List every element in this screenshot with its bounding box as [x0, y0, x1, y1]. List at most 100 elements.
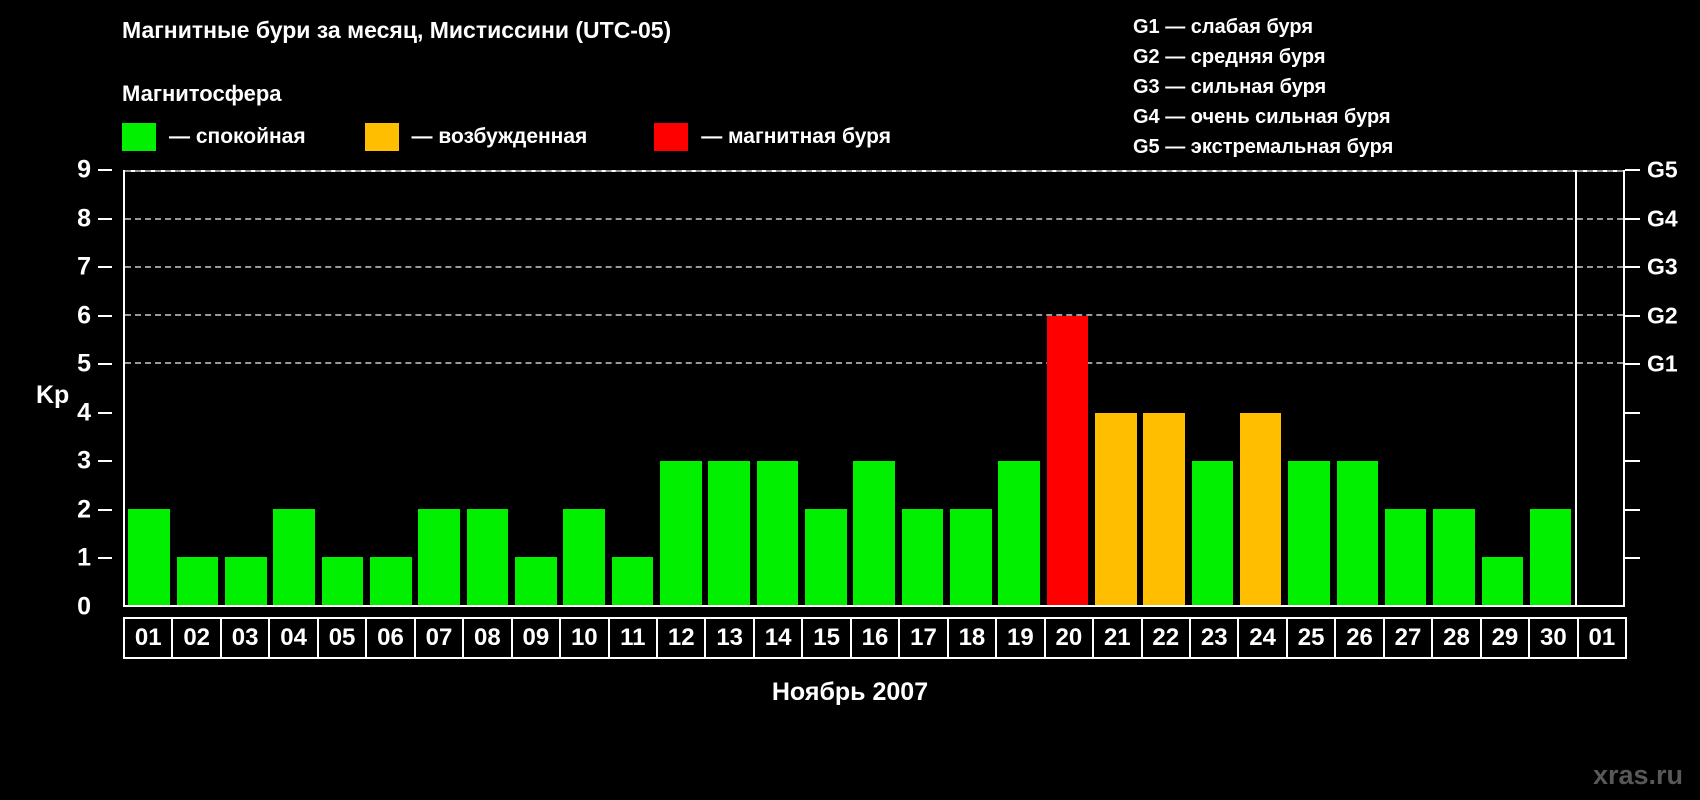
month-end-separator	[1574, 172, 1577, 605]
y-tick-label-1: 1	[77, 543, 91, 572]
bar-day-03-kp-1[interactable]	[225, 556, 267, 605]
bar-slot-day-26[interactable]	[1333, 172, 1381, 605]
bar-day-18-kp-2[interactable]	[949, 508, 992, 605]
bar-slot-day-16[interactable]	[850, 172, 898, 605]
bar-slot-day-28[interactable]	[1430, 172, 1478, 605]
bar-slot-day-03[interactable]	[222, 172, 270, 605]
bar-slot-day-17[interactable]	[898, 172, 946, 605]
bar-day-22-kp-4[interactable]	[1143, 412, 1185, 605]
bar-slot-day-11[interactable]	[608, 172, 656, 605]
day-cell-12[interactable]: 12	[655, 617, 707, 659]
bar-day-10-kp-2[interactable]	[563, 508, 605, 605]
day-cell-08[interactable]: 08	[462, 617, 513, 659]
day-cell-25[interactable]: 25	[1285, 617, 1337, 659]
day-cell-03[interactable]: 03	[219, 617, 271, 659]
bar-slot-day-09[interactable]	[512, 172, 560, 605]
day-cell-23[interactable]: 23	[1188, 617, 1240, 659]
bar-day-25-kp-3[interactable]	[1288, 460, 1330, 605]
bar-slot-day-05[interactable]	[318, 172, 366, 605]
bar-day-13-kp-3[interactable]	[708, 460, 750, 605]
bar-day-26-kp-3[interactable]	[1336, 460, 1379, 605]
bar-slot-day-14[interactable]	[753, 172, 801, 605]
bar-slot-day-10[interactable]	[560, 172, 608, 605]
bar-day-21-kp-4[interactable]	[1094, 412, 1137, 605]
bar-slot-day-07[interactable]	[415, 172, 463, 605]
bar-day-19-kp-3[interactable]	[998, 460, 1040, 605]
bar-day-01-kp-2[interactable]	[128, 508, 170, 605]
bar-slot-day-13[interactable]	[705, 172, 753, 605]
day-cell-20[interactable]: 20	[1043, 617, 1095, 659]
y-tick-label-7: 7	[77, 252, 91, 281]
day-cell-10[interactable]: 10	[559, 617, 610, 659]
day-cell-11[interactable]: 11	[607, 617, 658, 659]
bar-day-15-kp-2[interactable]	[804, 508, 847, 605]
g-scale-axis: G1 G2 G3 G4 G5	[1625, 157, 1700, 607]
bar-slot-day-27[interactable]	[1382, 172, 1430, 605]
bar-day-07-kp-2[interactable]	[418, 508, 460, 605]
day-cell-30[interactable]: 30	[1528, 617, 1579, 659]
bar-day-24-kp-4[interactable]	[1239, 412, 1282, 605]
bar-day-29-kp-1[interactable]	[1481, 556, 1524, 605]
bar-day-08-kp-2[interactable]	[466, 508, 509, 605]
bar-day-11-kp-1[interactable]	[611, 556, 654, 605]
bar-slot-day-21[interactable]	[1092, 172, 1140, 605]
day-cell-07[interactable]: 07	[413, 617, 465, 659]
bar-slot-day-29[interactable]	[1478, 172, 1526, 605]
bar-day-23-kp-3[interactable]	[1191, 460, 1234, 605]
bar-day-02-kp-1[interactable]	[176, 556, 219, 605]
bar-day-05-kp-1[interactable]	[321, 556, 364, 605]
day-cell-29[interactable]: 29	[1479, 617, 1531, 659]
bar-slot-day-06[interactable]	[367, 172, 415, 605]
day-cell-01-next-month[interactable]: 01	[1576, 617, 1628, 659]
day-cell-13[interactable]: 13	[704, 617, 755, 659]
day-cell-21[interactable]: 21	[1092, 617, 1143, 659]
bar-slot-day-30[interactable]	[1527, 172, 1575, 605]
day-cell-27[interactable]: 27	[1382, 617, 1434, 659]
bar-slot-day-15[interactable]	[802, 172, 850, 605]
day-cell-19[interactable]: 19	[995, 617, 1046, 659]
bar-slot-day-22[interactable]	[1140, 172, 1188, 605]
bar-day-04-kp-2[interactable]	[273, 508, 315, 605]
bar-slot-day-18[interactable]	[947, 172, 995, 605]
bar-slot-day-02[interactable]	[173, 172, 221, 605]
day-cell-01[interactable]: 01	[123, 617, 174, 659]
bar-slot-day-25[interactable]	[1285, 172, 1333, 605]
y-tick-mark-2	[98, 508, 112, 511]
day-cell-26[interactable]: 26	[1334, 617, 1385, 659]
bar-day-30-kp-2[interactable]	[1529, 508, 1572, 605]
bar-day-17-kp-2[interactable]	[901, 508, 944, 605]
day-cell-14[interactable]: 14	[752, 617, 804, 659]
bar-slot-day-12[interactable]	[657, 172, 705, 605]
bar-slot-day-20[interactable]	[1043, 172, 1091, 605]
day-cell-16[interactable]: 16	[849, 617, 901, 659]
day-cell-02[interactable]: 02	[171, 617, 222, 659]
day-cell-28[interactable]: 28	[1431, 617, 1482, 659]
bar-slot-day-08[interactable]	[463, 172, 511, 605]
bar-day-28-kp-2[interactable]	[1433, 508, 1475, 605]
day-cell-24[interactable]: 24	[1237, 617, 1288, 659]
gridline-kp-8	[125, 218, 1623, 221]
day-cell-09[interactable]: 09	[510, 617, 562, 659]
day-cell-05[interactable]: 05	[316, 617, 368, 659]
g-tick-mark-G1	[1625, 363, 1640, 366]
bar-day-27-kp-2[interactable]	[1384, 508, 1427, 605]
day-cell-17[interactable]: 17	[898, 617, 949, 659]
bar-slot-day-24[interactable]	[1237, 172, 1285, 605]
bar-slot-day-23[interactable]	[1188, 172, 1236, 605]
y-tick-mark-3	[98, 460, 112, 463]
bar-day-09-kp-1[interactable]	[515, 556, 557, 605]
day-cell-18[interactable]: 18	[946, 617, 998, 659]
day-cell-06[interactable]: 06	[365, 617, 416, 659]
bar-slot-day-19[interactable]	[995, 172, 1043, 605]
bar-slot-day-01[interactable]	[125, 172, 173, 605]
day-cell-22[interactable]: 22	[1140, 617, 1191, 659]
bar-slot-day-04[interactable]	[270, 172, 318, 605]
bar-day-14-kp-3[interactable]	[756, 460, 799, 605]
x-axis-day-labels: 01 02 03 04 05 06 07 08 09 10 11 12 13 14 15 16 17 18 19 20…	[123, 617, 1628, 659]
bar-day-12-kp-3[interactable]	[660, 460, 702, 605]
bar-day-16-kp-3[interactable]	[853, 460, 895, 605]
day-cell-15[interactable]: 15	[801, 617, 852, 659]
day-cell-04[interactable]: 04	[268, 617, 319, 659]
bar-day-20-kp-6[interactable]	[1046, 316, 1089, 605]
bar-day-06-kp-1[interactable]	[370, 556, 412, 605]
